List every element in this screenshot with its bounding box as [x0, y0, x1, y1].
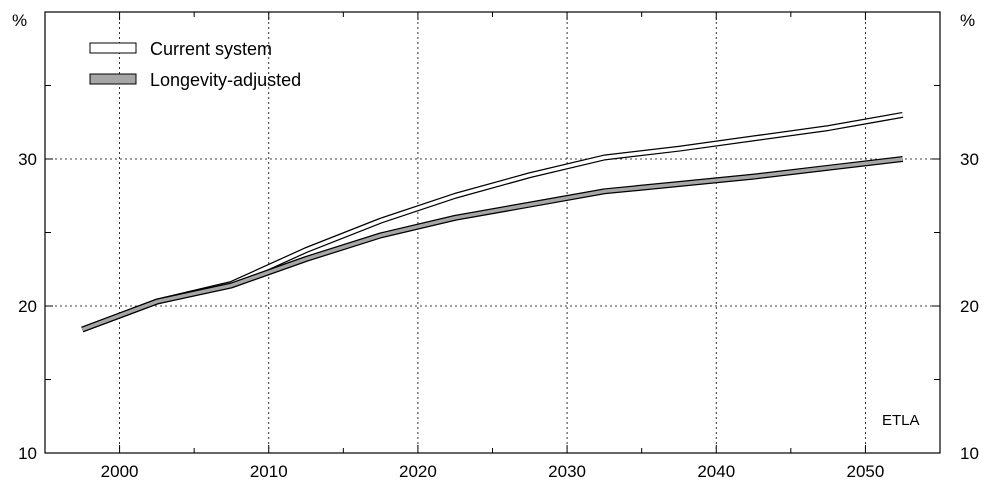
grid: [45, 12, 940, 453]
y-tick-label-left: 20: [18, 297, 37, 316]
x-tick-label: 2040: [697, 462, 735, 481]
source-note: ETLA: [882, 412, 920, 429]
axis-ticks: [44, 12, 941, 454]
legend-swatch-current-system: [89, 42, 137, 54]
x-tick-label: 2000: [101, 462, 139, 481]
legend-swatch-longevity-adjusted: [89, 73, 137, 85]
series-line-longevity-adjusted: [81, 157, 903, 332]
y-tick-label-right: 30: [960, 150, 979, 169]
x-tick-label: 2010: [250, 462, 288, 481]
y-tick-label-right: 10: [960, 444, 979, 463]
x-tick-label: 2050: [847, 462, 885, 481]
series-lines: [81, 111, 904, 333]
y-tick-label-left: 30: [18, 150, 37, 169]
y-tick-label-right: 20: [960, 297, 979, 316]
series-outline-current-system: [81, 111, 904, 333]
x-tick-label: 2030: [548, 462, 586, 481]
y-unit-right: %: [960, 11, 975, 30]
series-line-current-system: [81, 113, 904, 332]
legend-label-current-system: Current system: [150, 39, 272, 59]
legend-label-longevity-adjusted: Longevity-adjusted: [150, 70, 301, 90]
y-unit-left: %: [12, 11, 27, 30]
legend: Current system Longevity-adjusted: [89, 39, 301, 90]
x-tick-label: 2020: [399, 462, 437, 481]
y-tick-label-left: 10: [18, 444, 37, 463]
